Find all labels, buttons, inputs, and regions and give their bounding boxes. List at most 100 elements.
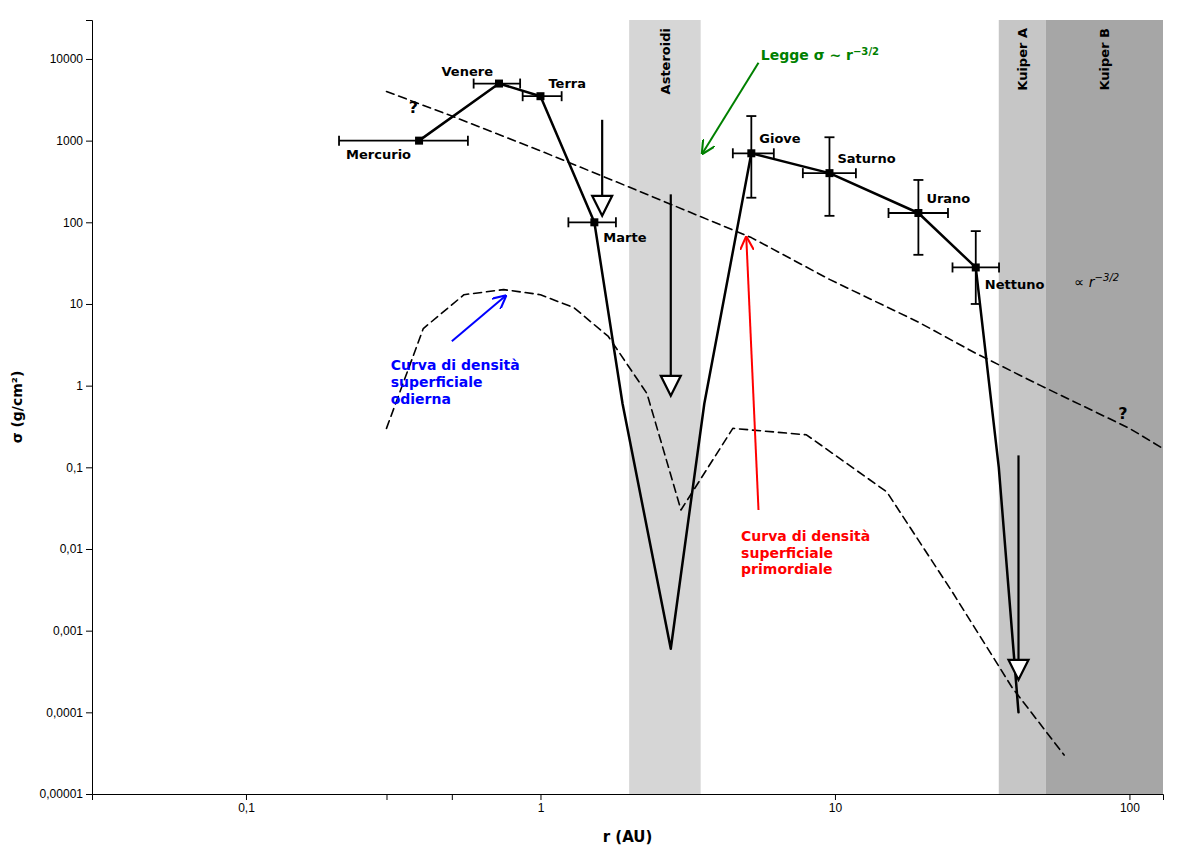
tick-label: 0,01	[60, 542, 84, 556]
annotation-line: odierna	[391, 391, 451, 407]
x-axis-title: r (AU)	[603, 828, 653, 846]
tick: 0,01	[60, 542, 92, 556]
point	[495, 80, 503, 88]
point-label: Urano	[926, 191, 970, 206]
tick-label: 10	[829, 801, 843, 815]
annotation-line: Curva di densità	[741, 528, 870, 544]
error-cap	[913, 179, 923, 181]
error-bar-y	[917, 180, 919, 255]
tick: 1000	[56, 134, 92, 148]
error-cap	[971, 303, 981, 305]
tick-label: 100	[1120, 801, 1140, 815]
chart-container: 0,11101000,000010,00010,0010,010,1110100…	[0, 0, 1193, 858]
error-cap	[561, 91, 563, 101]
error-cap	[615, 217, 617, 227]
point-label: Venere	[442, 64, 494, 79]
annotation: ?	[409, 98, 418, 117]
tick: 10000	[50, 52, 92, 66]
band	[629, 20, 701, 794]
point	[825, 169, 833, 177]
arrow-head	[592, 196, 612, 216]
error-cap	[746, 197, 756, 199]
tick: 0,0001	[46, 706, 92, 720]
error-cap	[773, 148, 775, 158]
axis-line	[93, 795, 1164, 801]
annotation: ?	[1118, 403, 1127, 422]
error-cap	[522, 91, 524, 101]
annotation-arrow	[746, 238, 758, 510]
tick-label: 1	[76, 379, 83, 393]
annotation-line: ?	[1118, 403, 1127, 422]
point	[415, 137, 423, 145]
tick-label: 10	[70, 297, 84, 311]
tick-mark	[86, 386, 92, 387]
annotation: Curva di densitàsuperficialeprimordiale	[741, 528, 870, 578]
chart-svg: 0,11101000,000010,00010,0010,010,1110100…	[0, 0, 1193, 858]
error-cap	[467, 136, 469, 146]
point	[590, 218, 598, 226]
error-cap	[824, 136, 834, 138]
tick: 0,1	[238, 794, 255, 815]
point-label: Saturno	[837, 151, 895, 166]
tick-mark	[86, 59, 92, 60]
annotation-line: Legge σ ~ r	[761, 47, 853, 63]
tick-label: 0,0001	[46, 706, 83, 720]
hollow-arrows	[592, 120, 1028, 680]
annotation-line: ?	[409, 98, 418, 117]
annotation-line: primordiale	[741, 561, 832, 577]
tick-mark	[86, 222, 92, 223]
point	[747, 149, 755, 157]
tick-mark	[246, 794, 247, 800]
tick-mark	[86, 712, 92, 713]
tick-label: 1	[538, 801, 545, 815]
annotation-line: Curva di densità	[391, 357, 520, 373]
tick	[386, 794, 387, 800]
annotation: ∝ r−3/2	[1074, 272, 1119, 291]
band-label: Kuiper A	[1015, 28, 1030, 91]
y-axis: 0,000010,00010,0010,010,1110100100010000	[40, 21, 93, 802]
error-cap	[519, 79, 521, 89]
tick-mark	[386, 794, 387, 800]
error-cap	[971, 230, 981, 232]
band-label: Kuiper B	[1097, 28, 1112, 91]
tick	[452, 794, 453, 800]
band	[999, 20, 1046, 794]
tick-mark	[86, 549, 92, 550]
tick-mark	[835, 794, 836, 800]
error-cap	[746, 115, 756, 117]
error-cap	[998, 262, 1000, 272]
x-axis: 0,1 1 10 100	[93, 794, 1164, 815]
arrow-head	[661, 376, 681, 396]
tick: 1	[538, 794, 545, 815]
error-cap	[732, 148, 734, 158]
tick-label: 0,1	[66, 461, 83, 475]
tick: 10	[70, 297, 92, 311]
annotation-line: ∝ r	[1074, 274, 1095, 290]
line	[386, 91, 1163, 448]
error-cap	[947, 208, 949, 218]
tick: 0,001	[53, 624, 92, 638]
error-cap	[824, 215, 834, 217]
tick-mark	[540, 794, 541, 800]
point-label: Nettuno	[985, 277, 1045, 292]
point-label: Terra	[548, 76, 586, 91]
error-cap	[888, 208, 890, 218]
tick-label: 1000	[56, 134, 83, 148]
point-label: Mercurio	[346, 147, 411, 162]
plot-area	[339, 20, 1163, 794]
line	[419, 84, 1018, 713]
tick-mark	[86, 141, 92, 142]
error-cap	[338, 136, 340, 146]
annotation-arrow	[452, 296, 506, 341]
line	[386, 290, 1064, 755]
annotation-superscript: −3/2	[1095, 272, 1120, 283]
tick-mark	[1129, 794, 1130, 800]
bands	[629, 20, 1163, 794]
error-cap	[913, 254, 923, 256]
tick-mark	[86, 304, 92, 305]
tick: 0,1	[66, 461, 92, 475]
texts: AsteroidiKuiper AKuiper BMercurioVenereT…	[346, 28, 1127, 577]
tick-label: 100	[63, 216, 83, 230]
error-cap	[567, 217, 569, 227]
annotation-superscript: −3/2	[853, 45, 879, 56]
